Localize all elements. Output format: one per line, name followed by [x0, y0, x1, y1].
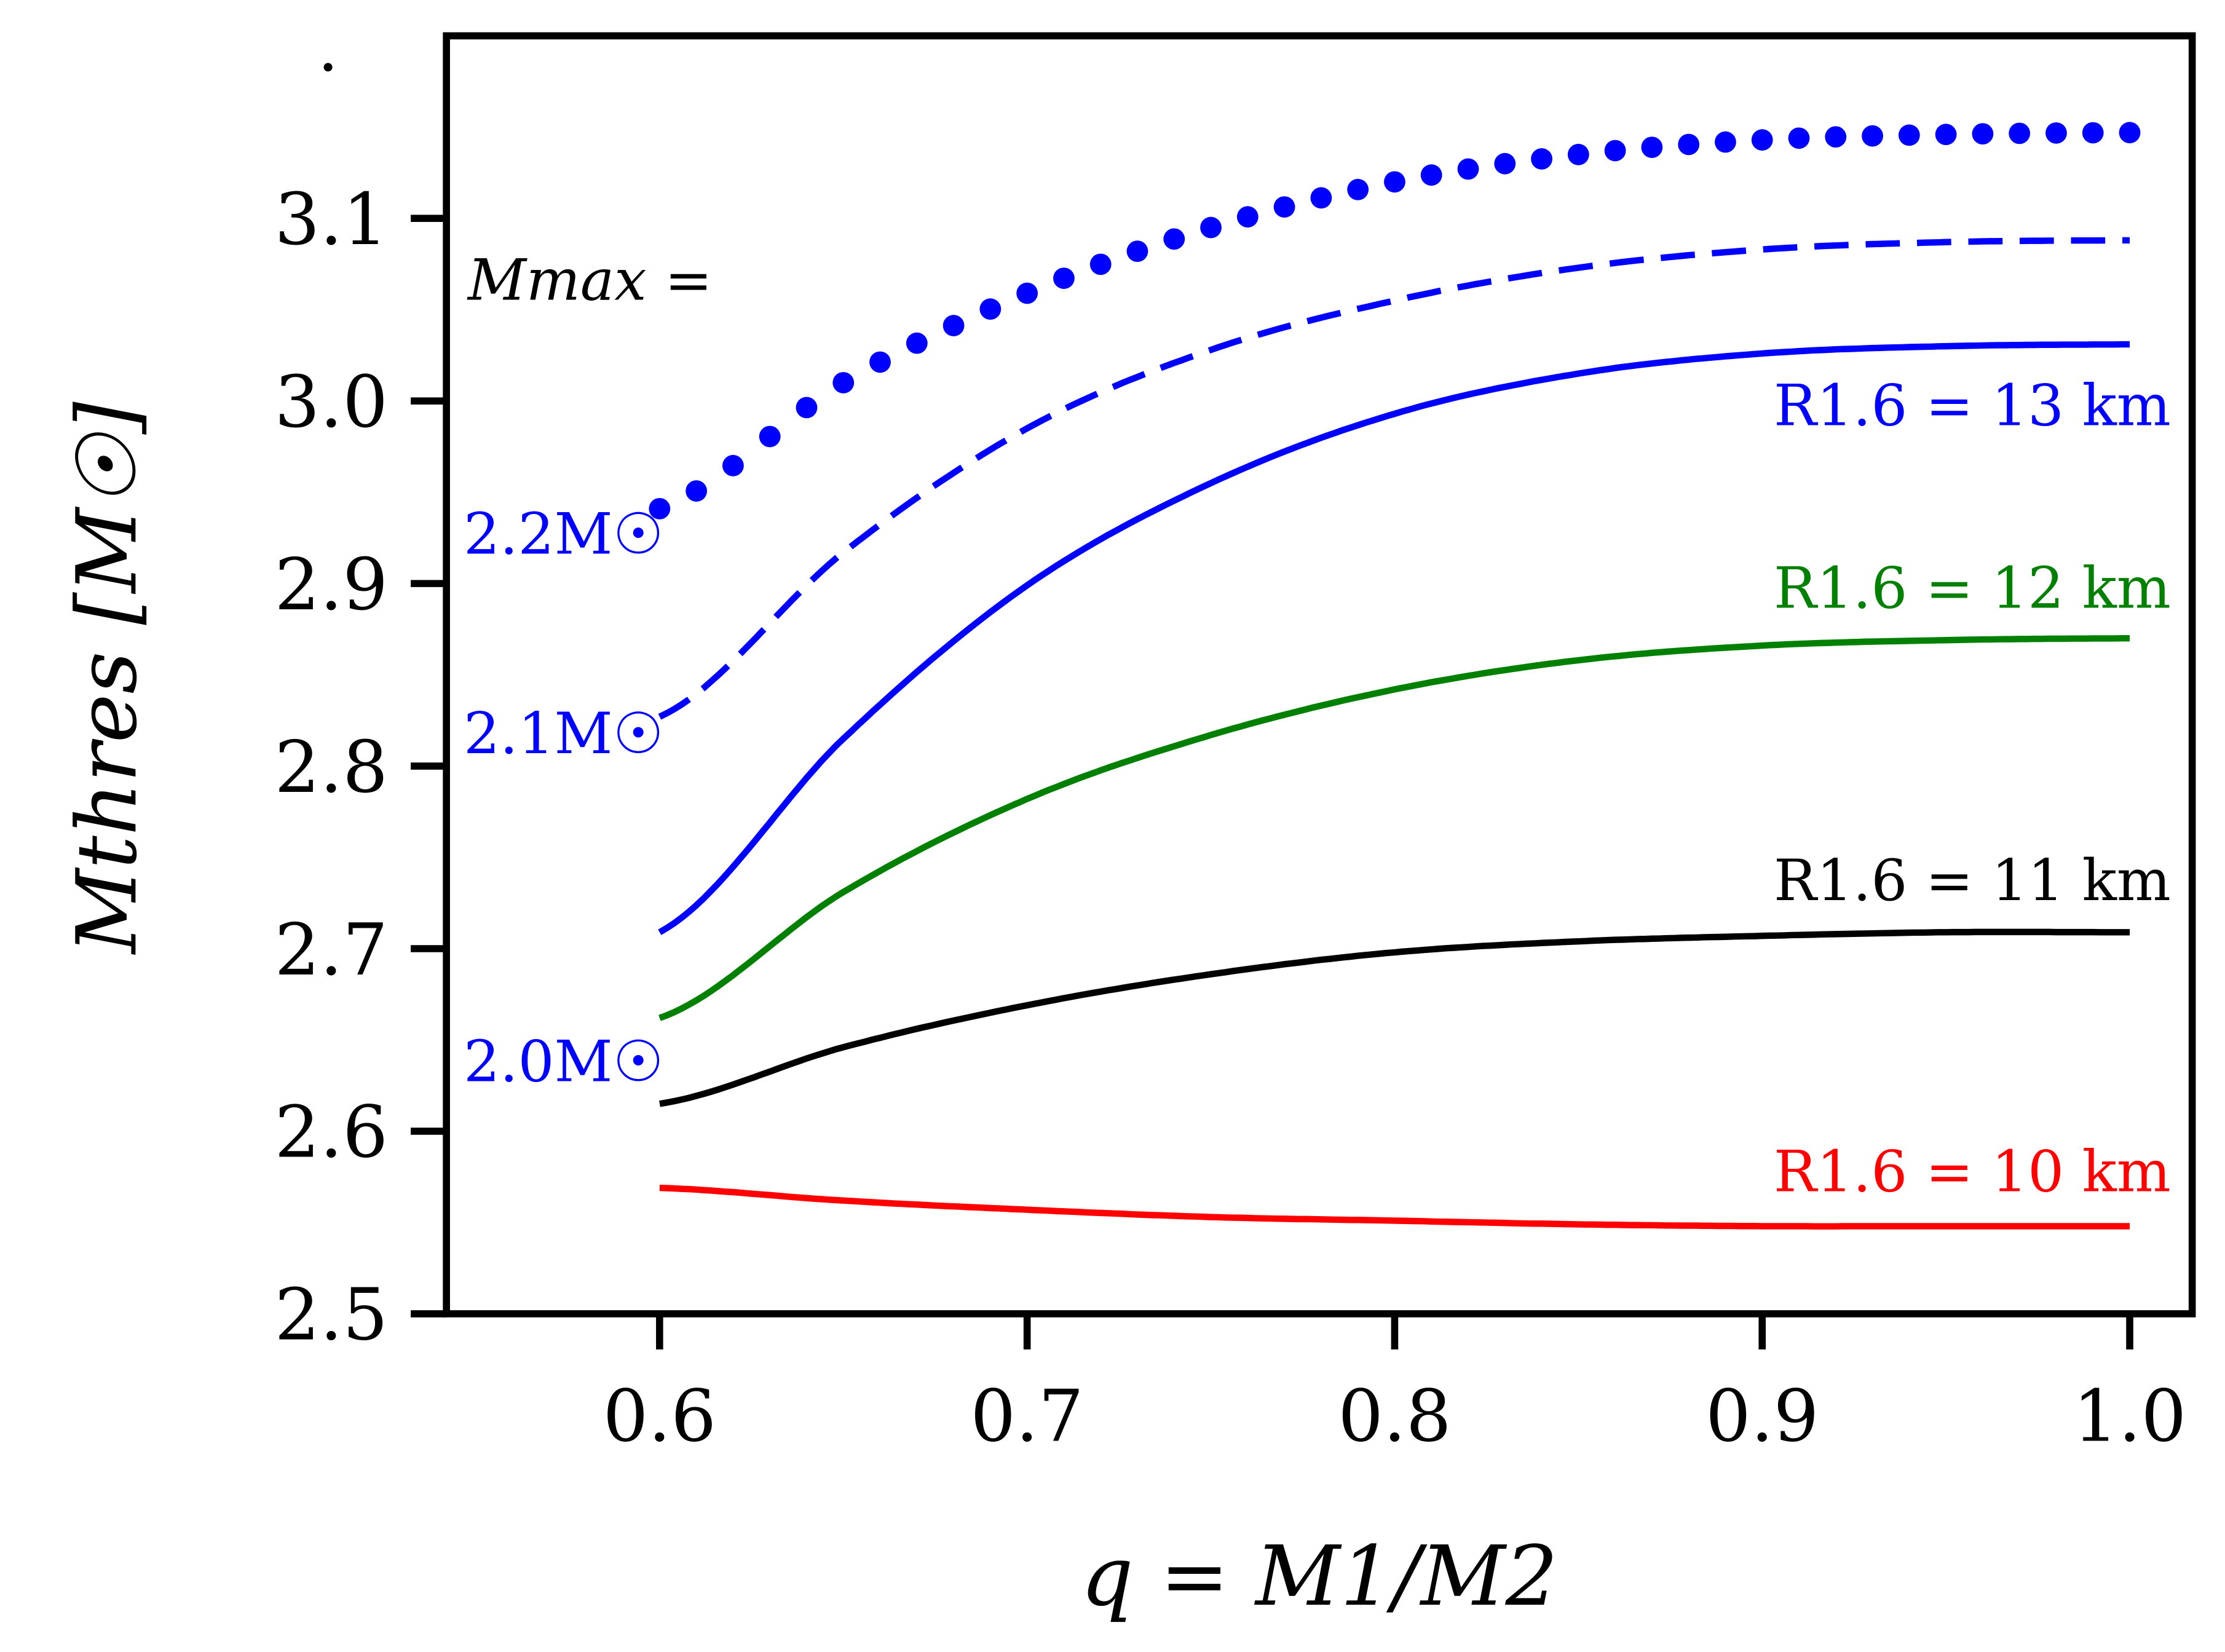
label-r11: R1.6 = 11 km: [1774, 847, 2171, 914]
data-point: [1641, 136, 1663, 158]
y-tick-label: 2.9: [275, 543, 388, 626]
annotation-2.1: 2.1M☉: [464, 700, 664, 767]
x-tick-label: 0.7: [970, 1375, 1083, 1458]
data-point: [1567, 143, 1589, 165]
series-5: [649, 122, 2141, 520]
series-2: [658, 634, 2130, 1021]
data-point: [1420, 164, 1442, 186]
label-r13: R1.6 = 13 km: [1774, 373, 2171, 439]
data-point: [1236, 206, 1259, 228]
y-tick-label: 3.1: [275, 178, 388, 261]
data-point: [869, 351, 891, 373]
data-point: [1898, 124, 1920, 146]
data-point: [1126, 240, 1148, 263]
series-1: [659, 928, 2130, 1107]
data-point: [796, 397, 818, 419]
data-point: [1494, 152, 1516, 175]
data-point: [1751, 129, 1773, 151]
data-point: [2082, 122, 2104, 144]
series-line: [659, 1184, 2130, 1230]
data-point: [1347, 178, 1369, 200]
data-point: [722, 454, 744, 476]
series-line: [658, 341, 2130, 935]
data-point: [1972, 123, 1994, 145]
label-r10: R1.6 = 10 km: [1774, 1138, 2171, 1204]
series-3: [658, 341, 2130, 935]
x-axis-label: q = M1/M2: [1081, 1528, 1558, 1624]
label-r12: R1.6 = 12 km: [1774, 555, 2171, 622]
data-point: [2119, 122, 2141, 144]
series-line: [658, 634, 2130, 1021]
annotation-mmax: Mmax =: [467, 247, 713, 313]
x-tick-label: 0.8: [1338, 1375, 1451, 1458]
plot-frame: [443, 32, 2196, 1318]
data-point: [1053, 267, 1075, 290]
data-point: [1788, 127, 1810, 149]
annotation-2.2: 2.2M☉: [464, 500, 664, 567]
data-point: [759, 425, 781, 448]
data-point: [2009, 122, 2031, 144]
data-point: [1273, 196, 1295, 218]
y-tick-label: 2.8: [275, 726, 388, 809]
x-tick-label: 1.0: [2073, 1375, 2186, 1458]
data-point: [943, 315, 965, 336]
x-tick-label: 0.9: [1705, 1375, 1819, 1458]
data-point: [1089, 253, 1112, 275]
data-point: [649, 497, 671, 520]
data-point: [1384, 171, 1405, 193]
data-point: [686, 480, 708, 502]
y-tick-label: 2.6: [275, 1091, 388, 1174]
y-axis-label: Mthres [M☉]: [58, 401, 155, 955]
data-point: [1200, 216, 1222, 239]
stray-dot: [323, 63, 333, 72]
data-point: [1715, 131, 1736, 153]
data-point: [1935, 124, 1957, 146]
data-point: [1862, 125, 1883, 147]
data-point: [1457, 158, 1479, 180]
data-point: [1310, 187, 1332, 209]
data-point: [1016, 282, 1038, 304]
data-point: [979, 298, 1002, 320]
y-tick-label: 3.0: [275, 361, 388, 444]
series-layer: [649, 122, 2141, 1230]
data-point: [1531, 148, 1552, 170]
data-point: [832, 372, 855, 393]
y-tick-label: 2.5: [275, 1274, 388, 1357]
y-tick-label: 2.7: [275, 909, 388, 992]
data-point: [1678, 133, 1700, 156]
series-line: [658, 237, 2130, 720]
x-tick-label: 0.6: [603, 1375, 716, 1458]
annotation-2.0: 2.0M☉: [464, 1029, 664, 1095]
series-0: [659, 1184, 2130, 1230]
tick-layer: 0.6 0.7 0.8 0.9 1.0 2.5 2.6 2.7 2.8 2.9 3.0 3.1: [275, 178, 2187, 1458]
data-point: [906, 332, 928, 354]
data-point: [1163, 228, 1185, 250]
data-point: [1604, 140, 1626, 162]
series-line: [659, 928, 2130, 1107]
data-point: [1825, 126, 1847, 148]
series-4: [658, 237, 2130, 720]
data-point: [2045, 122, 2067, 144]
